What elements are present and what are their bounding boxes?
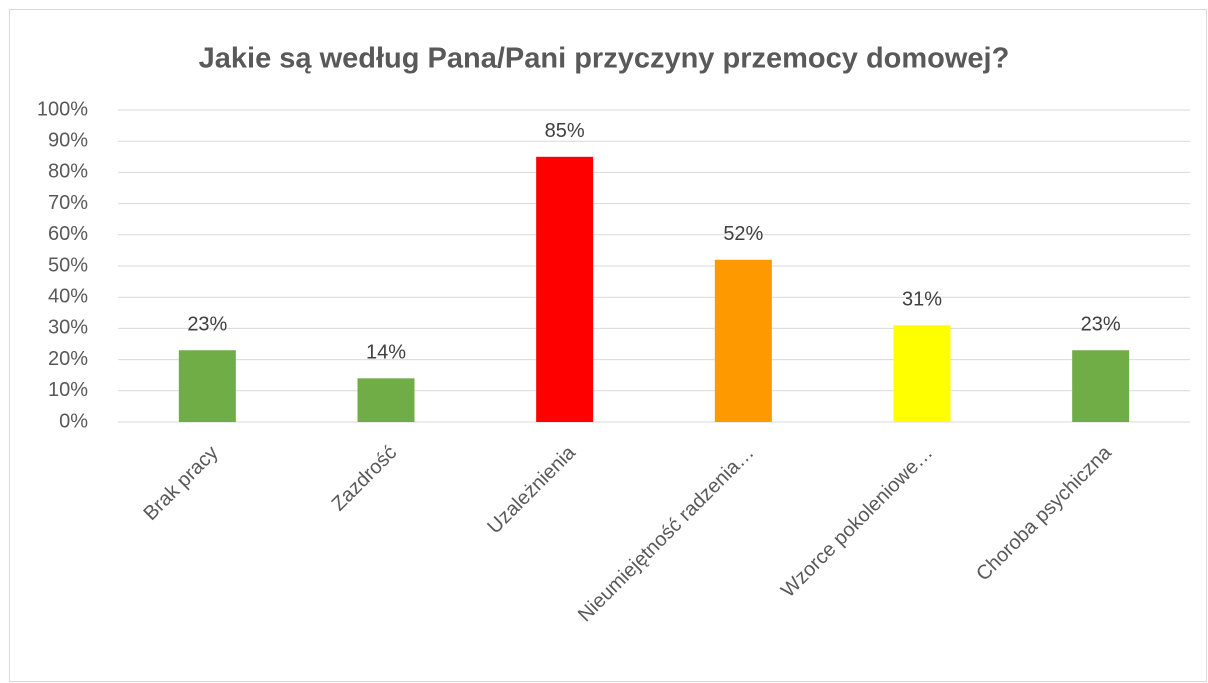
data-label: 23% [1081, 314, 1121, 336]
y-tick-label: 20% [48, 348, 88, 370]
y-tick-label: 100% [37, 98, 88, 120]
data-label: 52% [723, 223, 763, 245]
data-label: 14% [366, 342, 406, 364]
y-tick-label: 30% [48, 317, 88, 339]
data-label: 85% [545, 120, 585, 142]
data-label: 31% [902, 289, 942, 311]
chart-border [9, 9, 1207, 682]
bar [893, 325, 951, 422]
bar [178, 350, 236, 422]
y-tick-label: 70% [48, 192, 88, 214]
y-tick-label: 80% [48, 161, 88, 183]
bar [536, 156, 594, 423]
y-tick-label: 10% [48, 379, 88, 401]
bar [714, 259, 772, 422]
data-label: 23% [187, 314, 227, 336]
y-tick-label: 0% [59, 410, 88, 432]
y-tick-label: 50% [48, 254, 88, 276]
chart-title: Jakie są według Pana/Pani przyczyny prze… [199, 43, 1010, 75]
y-tick-label: 40% [48, 285, 88, 307]
bar [1072, 350, 1130, 422]
y-tick-label: 90% [48, 129, 88, 151]
bar [357, 378, 415, 422]
y-tick-label: 60% [48, 223, 88, 245]
